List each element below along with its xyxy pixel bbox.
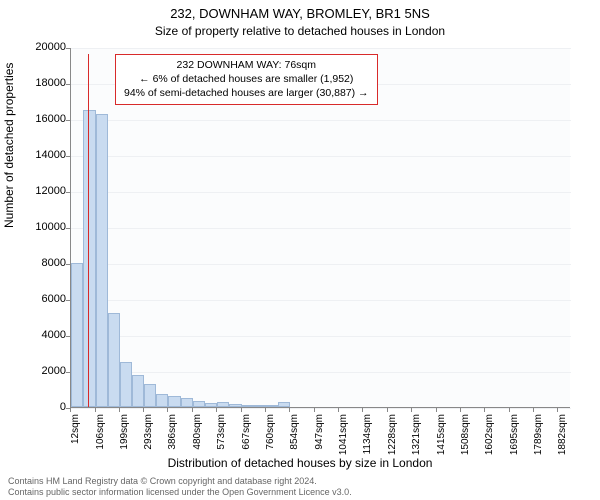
histogram-bar (120, 362, 132, 407)
histogram-bar (205, 403, 217, 408)
x-tick-mark (460, 408, 461, 412)
y-tick-mark (66, 228, 70, 229)
x-tick-mark (362, 408, 363, 412)
gridline (71, 372, 571, 373)
property-marker-line (88, 54, 89, 407)
annotation-line-3: 94% of semi-detached houses are larger (… (124, 86, 369, 100)
x-tick-mark (192, 408, 193, 412)
gridline (71, 408, 571, 409)
y-tick-label: 2000 (16, 365, 66, 377)
x-tick-mark (241, 408, 242, 412)
y-tick-mark (66, 84, 70, 85)
y-tick-label: 12000 (16, 185, 66, 197)
histogram-bar (217, 402, 229, 407)
annotation-line-1: 232 DOWNHAM WAY: 76sqm (124, 58, 369, 72)
x-tick-mark (289, 408, 290, 412)
histogram-bar (278, 402, 290, 407)
x-tick-mark (509, 408, 510, 412)
x-tick-mark (143, 408, 144, 412)
y-tick-mark (66, 120, 70, 121)
x-tick-mark (557, 408, 558, 412)
histogram-bar (254, 405, 266, 407)
y-tick-mark (66, 372, 70, 373)
histogram-bar (229, 404, 241, 407)
gridline (71, 48, 571, 49)
y-tick-mark (66, 156, 70, 157)
y-tick-label: 6000 (16, 293, 66, 305)
y-tick-label: 20000 (16, 41, 66, 53)
x-tick-mark (436, 408, 437, 412)
histogram-bar (242, 405, 254, 407)
histogram-bar (144, 384, 156, 407)
histogram-bar (83, 110, 95, 407)
y-axis-label: Number of detached properties (2, 63, 16, 228)
x-tick-mark (70, 408, 71, 412)
gridline (71, 336, 571, 337)
x-tick-mark (411, 408, 412, 412)
gridline (71, 264, 571, 265)
histogram-bar (168, 396, 180, 407)
histogram-bar (193, 401, 205, 407)
histogram-bar (96, 114, 108, 407)
gridline (71, 156, 571, 157)
y-tick-label: 16000 (16, 113, 66, 125)
x-tick-mark (338, 408, 339, 412)
x-tick-mark (314, 408, 315, 412)
histogram-bar (71, 263, 83, 407)
histogram-bar (181, 398, 193, 407)
y-tick-mark (66, 300, 70, 301)
x-tick-mark (533, 408, 534, 412)
chart-title-main: 232, DOWNHAM WAY, BROMLEY, BR1 5NS (0, 6, 600, 21)
x-tick-mark (265, 408, 266, 412)
histogram-bar (132, 375, 144, 407)
histogram-bar (108, 313, 120, 407)
y-tick-label: 4000 (16, 329, 66, 341)
x-tick-mark (119, 408, 120, 412)
histogram-bar (156, 394, 168, 407)
x-tick-mark (216, 408, 217, 412)
x-axis-label: Distribution of detached houses by size … (0, 456, 600, 470)
y-tick-label: 18000 (16, 77, 66, 89)
chart-title-sub: Size of property relative to detached ho… (0, 24, 600, 38)
x-tick-mark (167, 408, 168, 412)
y-tick-mark (66, 336, 70, 337)
histogram-bar (266, 405, 278, 407)
gridline (71, 300, 571, 301)
y-tick-label: 0 (16, 401, 66, 413)
annotation-line-2: ← 6% of detached houses are smaller (1,9… (124, 72, 369, 86)
y-tick-label: 10000 (16, 221, 66, 233)
gridline (71, 120, 571, 121)
x-tick-mark (95, 408, 96, 412)
annotation-callout: 232 DOWNHAM WAY: 76sqm ← 6% of detached … (115, 54, 378, 105)
footer-line-1: Contains HM Land Registry data © Crown c… (8, 476, 352, 487)
y-tick-label: 14000 (16, 149, 66, 161)
y-tick-label: 8000 (16, 257, 66, 269)
x-tick-mark (484, 408, 485, 412)
footer-line-2: Contains public sector information licen… (8, 487, 352, 498)
footer-attribution: Contains HM Land Registry data © Crown c… (8, 476, 352, 498)
x-tick-mark (387, 408, 388, 412)
y-tick-mark (66, 192, 70, 193)
y-tick-mark (66, 264, 70, 265)
gridline (71, 228, 571, 229)
y-tick-mark (66, 48, 70, 49)
gridline (71, 192, 571, 193)
